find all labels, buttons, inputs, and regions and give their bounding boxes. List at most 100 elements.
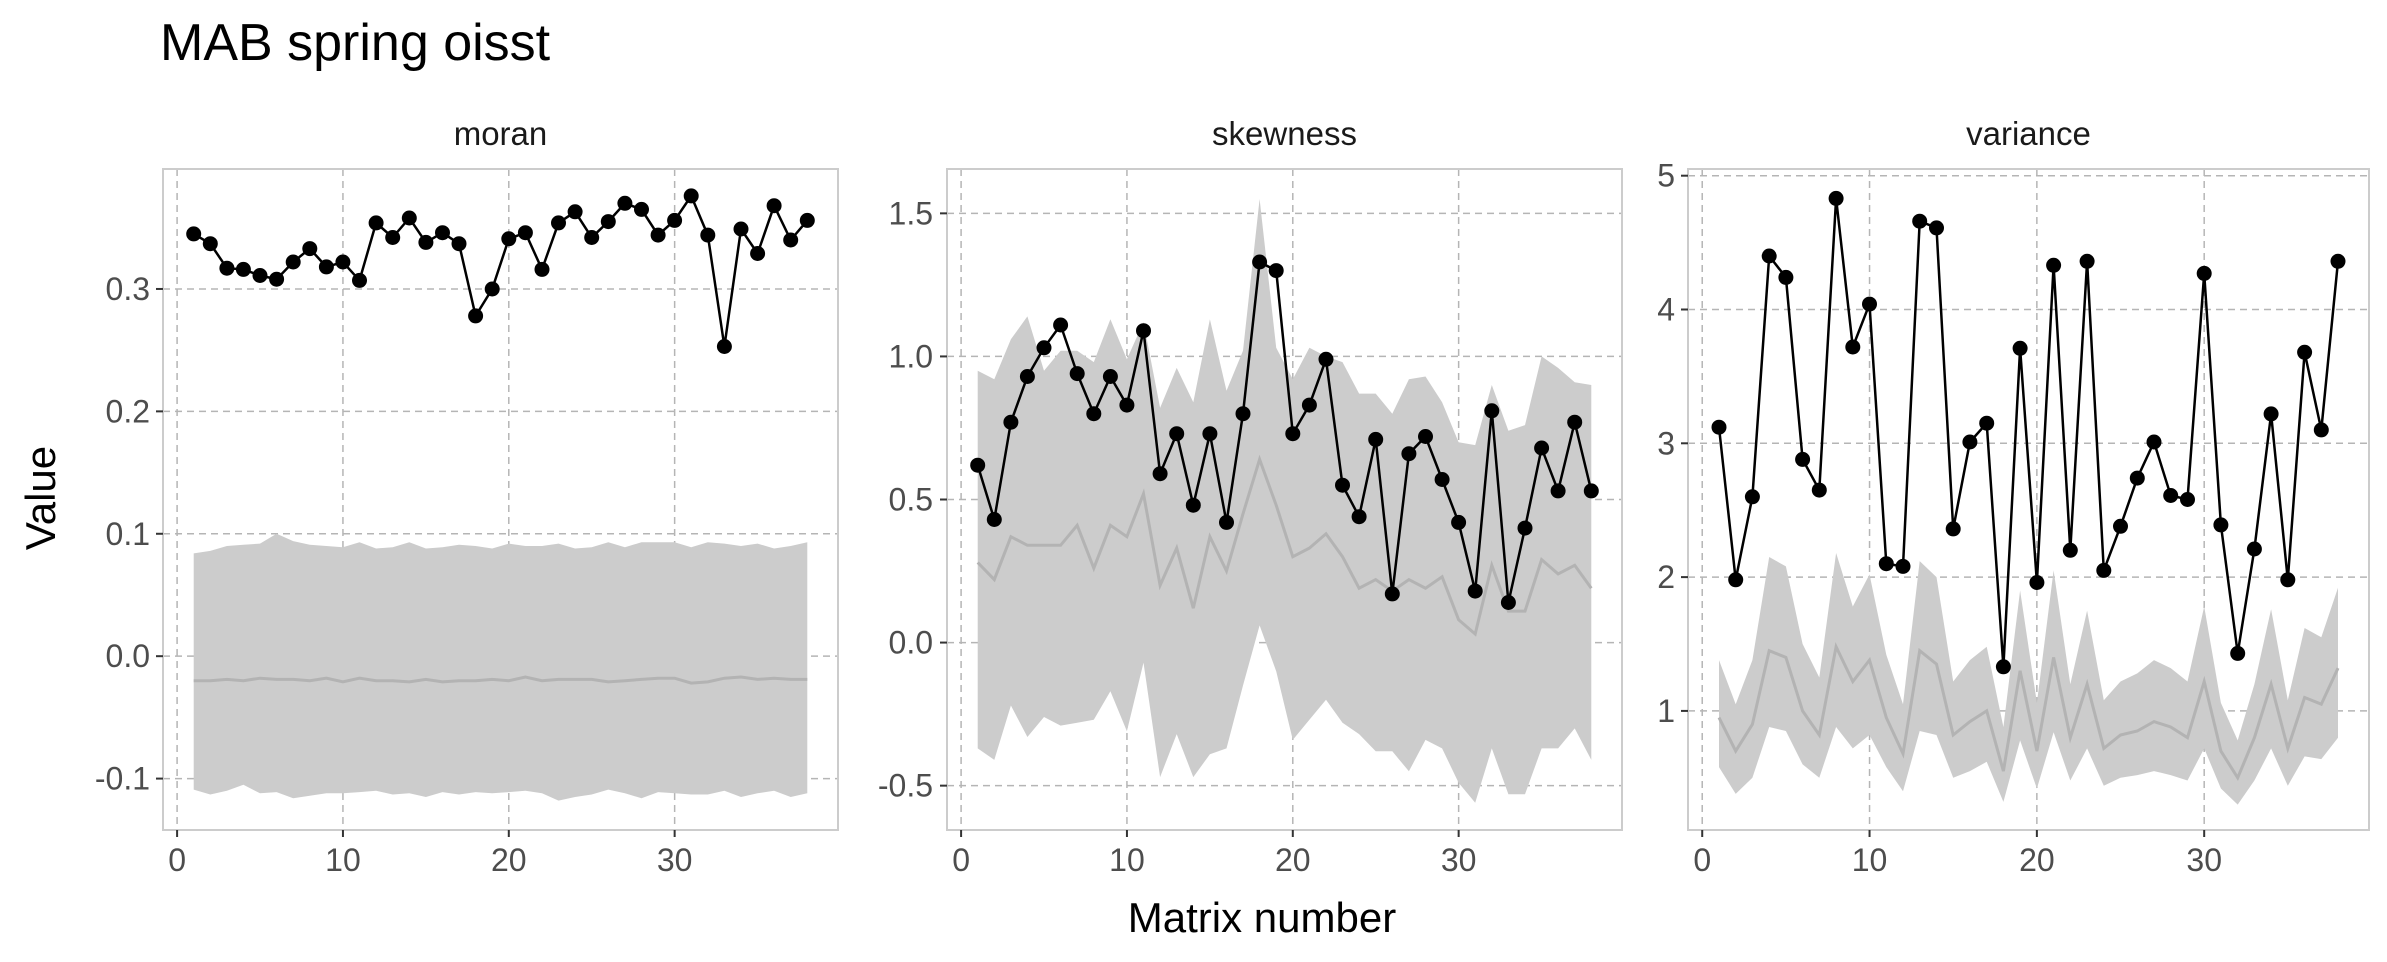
data-point: [435, 225, 450, 241]
null-interval-ribbon: [193, 533, 808, 801]
data-point: [600, 214, 616, 230]
data-point: [1484, 403, 1500, 419]
data-point: [368, 215, 384, 231]
data-point: [2263, 406, 2279, 422]
data-point: [1583, 483, 1599, 499]
data-point: [385, 230, 401, 245]
data-point: [1019, 369, 1035, 384]
data-point: [1845, 339, 1861, 355]
data-point: [1979, 415, 1995, 431]
data-point: [1451, 514, 1467, 530]
data-point: [2012, 340, 2028, 356]
data-point: [1368, 431, 1384, 447]
data-point: [1744, 489, 1760, 505]
data-point: [1467, 583, 1483, 599]
data-point: [1185, 497, 1201, 513]
x-tick-label: 0: [168, 842, 186, 878]
data-point: [1152, 466, 1168, 482]
data-point: [468, 308, 484, 324]
data-point: [235, 261, 251, 277]
observed-line: [1717, 198, 2340, 667]
data-point: [1053, 317, 1069, 333]
data-point: [2113, 518, 2128, 534]
y-tick-label: 1.5: [889, 195, 933, 231]
data-point: [750, 246, 766, 261]
data-point: [269, 271, 285, 287]
data-point: [1912, 213, 1928, 229]
y-tick-label: 5: [1657, 158, 1675, 194]
data-point: [1795, 451, 1811, 467]
data-point: [2246, 541, 2262, 557]
x-tick-label: 10: [1852, 842, 1888, 878]
data-point: [716, 339, 732, 354]
data-point: [1534, 440, 1550, 456]
data-point: [1036, 340, 1052, 356]
x-tick-label: 0: [1693, 842, 1711, 878]
null-interval-ribbon: [1719, 553, 2338, 805]
data-point: [1219, 514, 1234, 530]
data-point: [1962, 434, 1978, 450]
data-point: [352, 272, 367, 288]
y-tick-label: 0.0: [106, 638, 150, 674]
data-point: [1252, 254, 1268, 270]
panel-border: [162, 168, 839, 831]
data-point: [700, 227, 716, 243]
data-point: [1418, 429, 1433, 444]
data-point: [2313, 422, 2329, 438]
data-point: [1268, 263, 1284, 279]
data-point: [1728, 572, 1744, 588]
data-point: [2062, 542, 2078, 558]
data-point: [186, 226, 202, 242]
data-point: [1102, 369, 1118, 384]
data-point: [733, 221, 749, 237]
data-point: [1235, 406, 1251, 422]
data-point: [1567, 414, 1583, 430]
x-tick-label: 30: [2186, 842, 2222, 878]
data-point: [302, 241, 318, 257]
data-point: [2096, 562, 2112, 578]
data-point: [1384, 586, 1400, 602]
y-tick-label: -0.1: [95, 761, 150, 797]
data-point: [202, 236, 218, 252]
data-point: [1711, 419, 1727, 435]
x-tick-label: 10: [325, 842, 361, 878]
null-interval-ribbon: [977, 199, 1592, 803]
data-point: [2029, 575, 2045, 590]
data-point: [634, 201, 649, 217]
x-tick-label: 30: [657, 842, 693, 878]
data-point: [1995, 659, 2011, 675]
data-point: [1895, 558, 1911, 574]
y-tick-label: 0.3: [106, 271, 150, 307]
null-mean-line: [1717, 641, 2340, 782]
facet-panels: moran-0.10.00.10.20.30 10 20 30skewness-0.5…: [95, 115, 2370, 878]
data-point: [1500, 595, 1516, 610]
data-point: [667, 212, 683, 228]
y-tick-label: 4: [1657, 291, 1675, 327]
null-mean-line: [976, 454, 1593, 637]
data-point: [1351, 509, 1367, 525]
y-tick-label: 3: [1657, 425, 1675, 461]
data-point: [1517, 520, 1533, 536]
data-point: [1862, 296, 1877, 312]
x-tick-label: 30: [1441, 842, 1477, 878]
y-tick-label: 0.1: [106, 516, 150, 552]
panel-strip-title: variance: [1966, 115, 2091, 152]
data-point: [1119, 397, 1135, 413]
panel-skewness: skewness -0.5 0.0 0.5 1.0 1.5 0 10 20 30: [878, 115, 1623, 878]
data-point: [783, 232, 799, 248]
data-point: [418, 234, 434, 250]
x-tick-label: 10: [1109, 842, 1145, 878]
data-point: [2163, 488, 2179, 503]
data-point: [1811, 482, 1827, 498]
data-point: [2180, 492, 2195, 507]
panel-strip-title: skewness: [1212, 115, 1357, 152]
x-tick-label: 0: [952, 842, 970, 878]
data-point: [2213, 517, 2229, 533]
data-point: [1945, 521, 1961, 537]
y-tick-label: 2: [1657, 559, 1675, 595]
data-point: [285, 254, 301, 270]
y-tick-label: 1: [1657, 693, 1675, 729]
data-point: [1878, 556, 1894, 572]
data-point: [799, 212, 815, 228]
data-point: [318, 259, 334, 275]
